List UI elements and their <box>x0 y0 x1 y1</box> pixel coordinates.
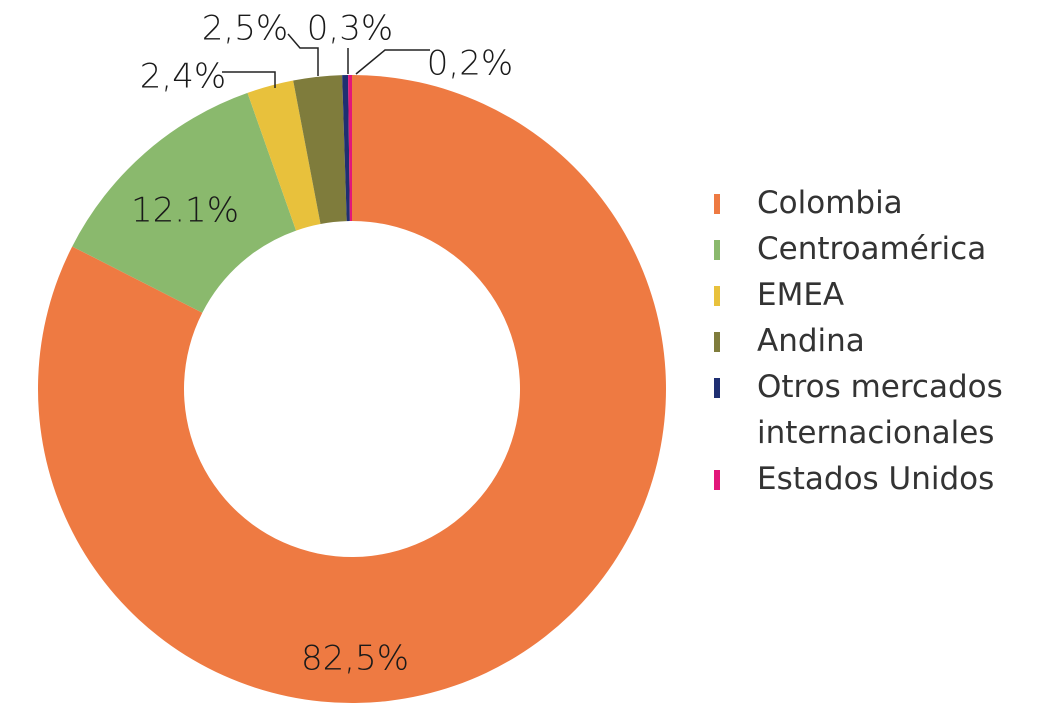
slice <box>247 80 321 231</box>
slice <box>37 75 667 703</box>
legend-label: Estados Unidos <box>757 461 995 497</box>
legend-item: Estados Unidos <box>712 456 1042 502</box>
legend-label: Otros mercados internacionales <box>757 369 1003 451</box>
legend-swatch <box>714 194 720 214</box>
legend-item: Colombia <box>712 180 1042 226</box>
legend-label: Centroamérica <box>757 231 987 267</box>
data-label: 2,4% <box>140 57 226 97</box>
slice <box>342 75 350 222</box>
legend: Colombia Centroamérica EMEA Andina Otros mer… <box>712 180 1042 502</box>
legend-label: Colombia <box>757 185 903 221</box>
legend-item: Centroamérica <box>712 226 1042 272</box>
legend-label: EMEA <box>757 277 845 313</box>
legend-item: Otros mercados internacionales <box>712 364 1042 456</box>
data-label: 12.1% <box>131 191 239 231</box>
legend-swatch <box>714 286 720 306</box>
legend-item: EMEA <box>712 272 1042 318</box>
leader-line <box>287 33 319 76</box>
data-label: 2,5% <box>202 9 288 49</box>
data-label: 0,2% <box>427 44 513 84</box>
slice <box>72 92 297 313</box>
data-label: 0,3% <box>307 9 393 49</box>
leader-line <box>355 49 430 75</box>
slice <box>293 75 347 224</box>
leader-line <box>222 71 276 88</box>
legend-swatch <box>714 470 720 490</box>
legend-label: Andina <box>757 323 865 359</box>
legend-swatch <box>714 332 720 352</box>
slice <box>348 75 352 222</box>
legend-swatch <box>714 240 720 260</box>
data-label: 82,5% <box>301 639 409 679</box>
legend-swatch <box>714 378 720 398</box>
legend-item: Andina <box>712 318 1042 364</box>
